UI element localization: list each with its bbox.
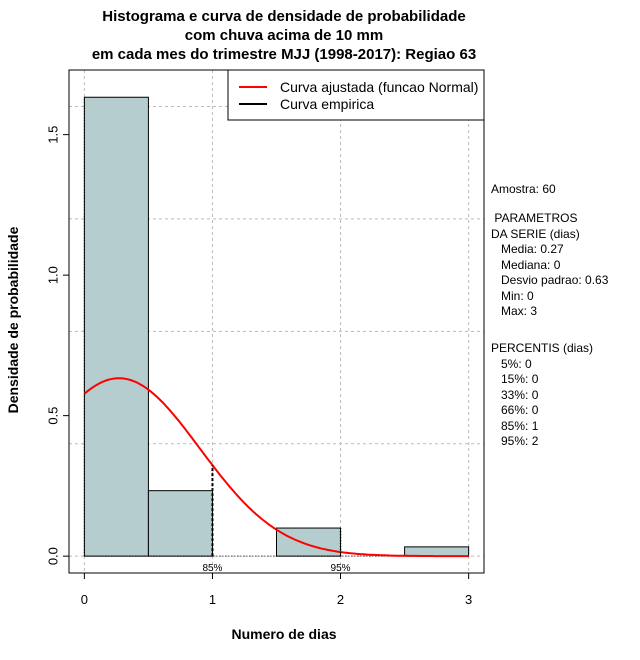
percentiles-text: PERCENTIS (dias) 5%: 0 15%: 0 33%: 0 66%…: [491, 341, 594, 448]
legend-label: Curva empirica: [280, 96, 374, 112]
histogram-bar: [83, 96, 149, 557]
legend-label: Curva ajustada (funcao Normal): [280, 79, 478, 95]
y-tick-label: 1.0: [46, 266, 61, 284]
percentile-marker-label: 95%: [331, 563, 351, 574]
chart-title-line: em cada mes do trimestre MJJ (1998-2017)…: [92, 46, 476, 63]
chart-title-line: Histograma e curva de densidade de proba…: [102, 8, 465, 25]
histogram-bar: [147, 490, 213, 557]
normal-fit-curve: [83, 377, 469, 558]
x-tick-label: 1: [209, 592, 216, 607]
y-axis-label: Densidade de probabilidade: [5, 226, 21, 413]
series-parameters-text: PARAMETROS DA SERIE (dias) Media: 0.27 M…: [491, 211, 609, 318]
histogram-bar: [404, 546, 470, 557]
percentile-marker-label: 85%: [202, 563, 222, 574]
x-tick-label: 3: [465, 592, 472, 607]
x-tick-label: 0: [81, 592, 88, 607]
x-axis-label: Numero de dias: [231, 626, 336, 642]
chart-title-line: com chuva acima de 10 mm: [185, 27, 383, 44]
legend-box: [227, 69, 485, 121]
sample-size-text: Amostra: 60: [491, 182, 556, 196]
y-tick-label: 0.5: [46, 407, 61, 425]
y-tick-label: 0.0: [46, 547, 61, 565]
x-tick-label: 2: [337, 592, 344, 607]
histogram-bar: [276, 527, 342, 557]
y-tick-label: 1.5: [46, 126, 61, 144]
